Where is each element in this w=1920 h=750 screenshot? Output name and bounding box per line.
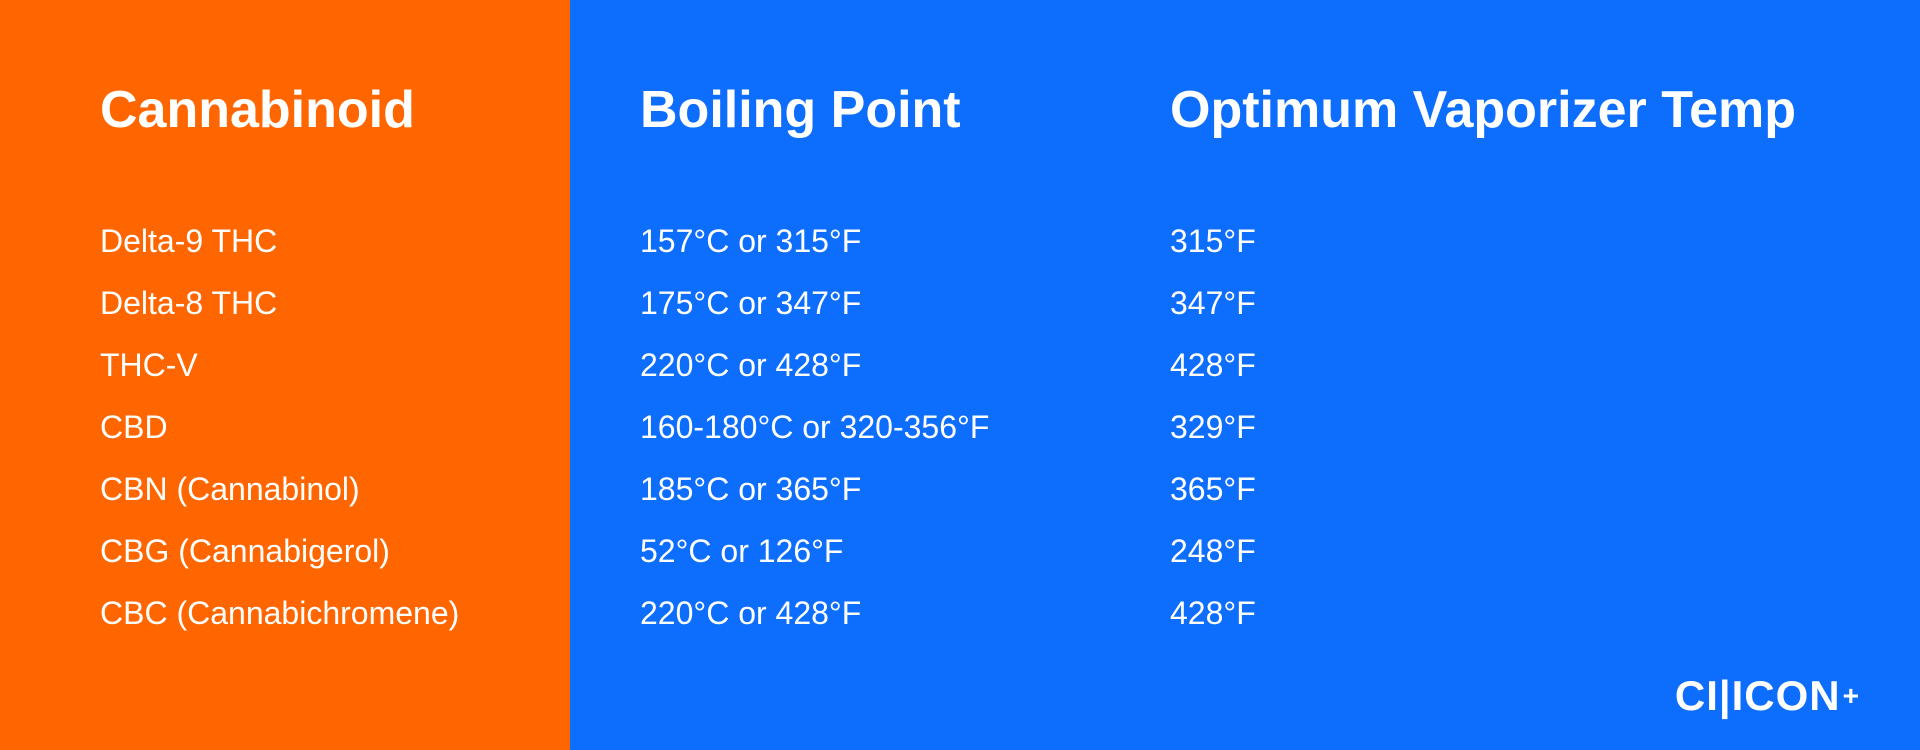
table-row: 220°C or 428°F bbox=[640, 334, 1150, 396]
table-row: CBN (Cannabinol) bbox=[100, 458, 510, 520]
table-row: 52°C or 126°F bbox=[640, 520, 1150, 582]
column-optimum-temp: Optimum Vaporizer Temp 315°F 347°F 428°F… bbox=[1150, 0, 1920, 750]
table-row: Delta-9 THC bbox=[100, 210, 510, 272]
header-boiling-point: Boiling Point bbox=[640, 80, 1150, 140]
brand-logo: CI|ICON+ bbox=[1675, 672, 1860, 720]
logo-text: CI|ICON bbox=[1675, 672, 1841, 720]
table-row: 185°C or 365°F bbox=[640, 458, 1150, 520]
table-row: CBD bbox=[100, 396, 510, 458]
table-row: 248°F bbox=[1170, 520, 1920, 582]
table-row: 160-180°C or 320-356°F bbox=[640, 396, 1150, 458]
table-row: 157°C or 315°F bbox=[640, 210, 1150, 272]
table-row: 428°F bbox=[1170, 334, 1920, 396]
table-row: 175°C or 347°F bbox=[640, 272, 1150, 334]
cannabinoid-table: Cannabinoid Delta-9 THC Delta-8 THC THC-… bbox=[0, 0, 1920, 750]
table-row: THC-V bbox=[100, 334, 510, 396]
table-row: Delta-8 THC bbox=[100, 272, 510, 334]
header-cannabinoid: Cannabinoid bbox=[100, 80, 510, 140]
table-row: 329°F bbox=[1170, 396, 1920, 458]
table-row: 220°C or 428°F bbox=[640, 582, 1150, 644]
table-row: CBC (Cannabichromene) bbox=[100, 582, 510, 644]
table-row: 365°F bbox=[1170, 458, 1920, 520]
column-boiling-point: Boiling Point 157°C or 315°F 175°C or 34… bbox=[570, 0, 1150, 750]
header-optimum-temp: Optimum Vaporizer Temp bbox=[1170, 80, 1920, 140]
table-row: 347°F bbox=[1170, 272, 1920, 334]
logo-plus: + bbox=[1843, 680, 1860, 712]
table-row: 315°F bbox=[1170, 210, 1920, 272]
table-row: 428°F bbox=[1170, 582, 1920, 644]
column-cannabinoid: Cannabinoid Delta-9 THC Delta-8 THC THC-… bbox=[0, 0, 570, 750]
table-row: CBG (Cannabigerol) bbox=[100, 520, 510, 582]
